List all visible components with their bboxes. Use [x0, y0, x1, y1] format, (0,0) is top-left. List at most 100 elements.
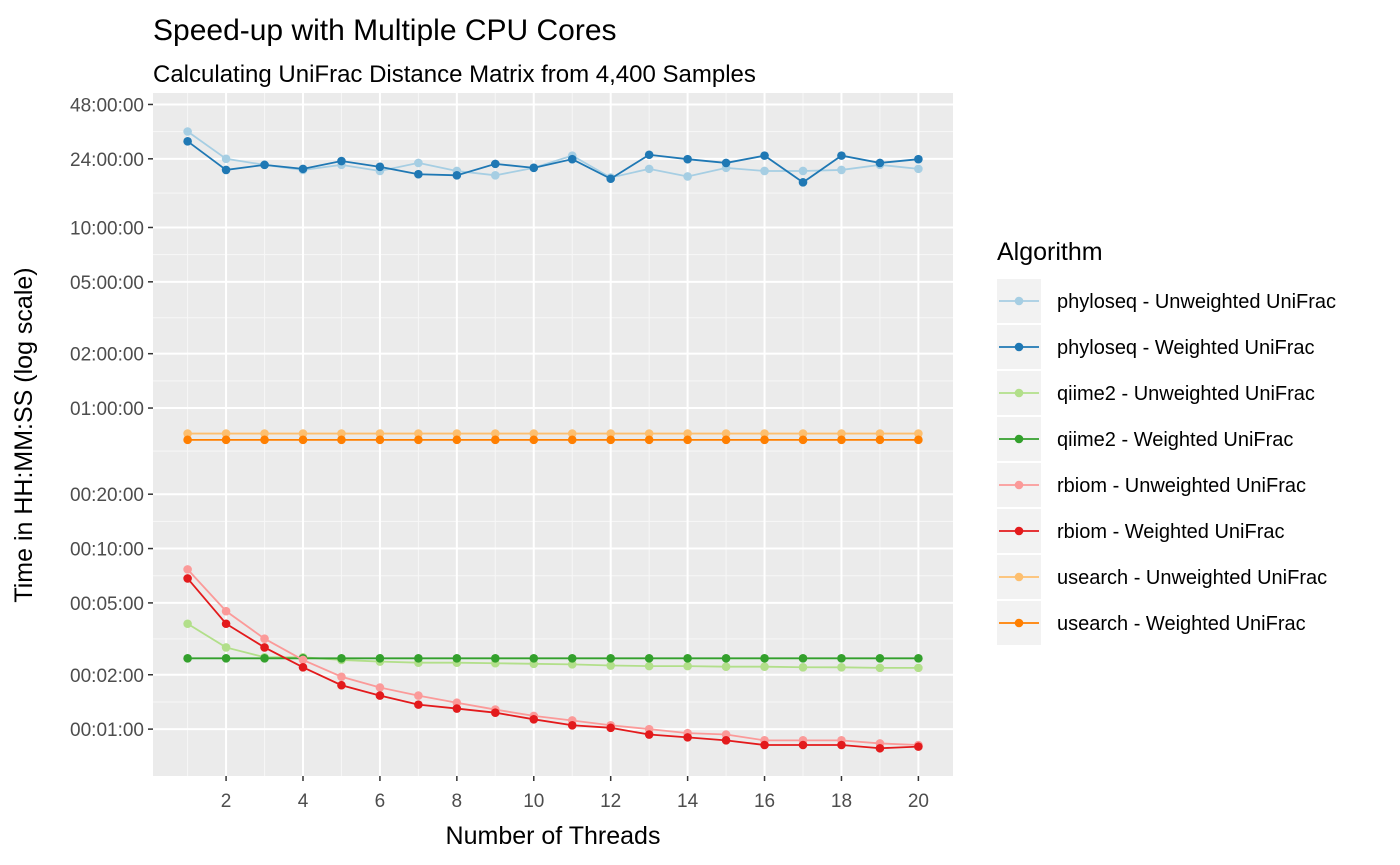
- data-point: [760, 166, 769, 176]
- data-point: [375, 429, 385, 438]
- data-point: [414, 429, 423, 438]
- y-tick-label: 01:00:00: [70, 399, 144, 420]
- data-point: [337, 654, 346, 663]
- data-point: [375, 654, 385, 663]
- data-point: [837, 654, 846, 663]
- data-point: [721, 435, 731, 445]
- data-point: [567, 429, 577, 438]
- y-axis: 00:01:00 00:02:00 00:05:00 00:10:00 00:20:00…: [70, 95, 153, 741]
- data-point: [644, 661, 654, 671]
- data-point: [606, 174, 615, 184]
- data-point: [414, 654, 423, 663]
- data-point: [875, 158, 885, 168]
- data-point: [375, 683, 385, 692]
- data-point: [914, 164, 923, 174]
- data-point: [721, 662, 731, 671]
- data-point: [183, 435, 192, 445]
- data-point: [491, 171, 500, 180]
- data-point: [567, 435, 577, 445]
- y-tick-label: 00:10:00: [70, 540, 144, 561]
- x-tick-label: 4: [298, 791, 309, 812]
- data-point: [414, 700, 423, 709]
- chart-title: Speed-up with Multiple CPU Cores: [153, 14, 617, 47]
- legend-key-point: [1014, 480, 1024, 490]
- data-point: [683, 172, 692, 181]
- series-line: [187, 130, 919, 179]
- data-point: [414, 691, 423, 700]
- data-point: [837, 151, 846, 160]
- data-point: [875, 654, 885, 663]
- data-point: [452, 704, 462, 713]
- data-point: [221, 654, 231, 663]
- x-tick-label: 10: [523, 791, 544, 812]
- legend-label: rbiom - Unweighted UniFrac: [1057, 475, 1306, 497]
- y-tick-label: 05:00:00: [70, 273, 144, 294]
- data-point: [760, 151, 769, 160]
- data-point: [914, 154, 923, 164]
- y-tick-label: 24:00:00: [70, 150, 144, 171]
- data-point: [260, 634, 269, 644]
- series-7: [183, 435, 923, 445]
- legend-label: qiime2 - Weighted UniFrac: [1057, 429, 1293, 451]
- data-point: [760, 654, 769, 663]
- data-point: [491, 654, 500, 663]
- plot-panel: [153, 93, 953, 776]
- data-point: [837, 429, 846, 438]
- data-point: [798, 429, 808, 438]
- data-point: [183, 127, 192, 136]
- chart-subtitle: Calculating UniFrac Distance Matrix from…: [153, 61, 756, 88]
- data-point: [260, 429, 269, 438]
- x-tick-label: 14: [677, 791, 699, 812]
- legend-title: Algorithm: [997, 238, 1103, 266]
- y-axis-title: Time in HH:MM:SS (log scale): [10, 267, 38, 602]
- y-tick-label: 00:01:00: [70, 720, 144, 741]
- x-tick-label: 8: [452, 791, 463, 812]
- data-point: [914, 429, 923, 438]
- data-point: [683, 429, 692, 438]
- series-line: [187, 140, 919, 184]
- data-point: [183, 565, 192, 574]
- data-point: [721, 429, 731, 438]
- data-point: [414, 158, 423, 168]
- data-point: [452, 429, 462, 438]
- data-point: [183, 137, 192, 146]
- data-point: [375, 162, 385, 172]
- series-layer: [183, 127, 923, 753]
- legend: Algorithm phyloseq - Unweighted UniFrac p…: [997, 238, 1336, 645]
- legend-label: phyloseq - Weighted UniFrac: [1057, 337, 1315, 359]
- data-point: [452, 171, 462, 180]
- data-point: [606, 723, 615, 733]
- data-point: [721, 736, 731, 745]
- legend-label: phyloseq - Unweighted UniFrac: [1057, 291, 1336, 313]
- data-point: [529, 435, 539, 445]
- y-tick-label: 10:00:00: [70, 218, 144, 239]
- series-line: [186, 568, 919, 746]
- data-point: [798, 178, 808, 187]
- data-point: [298, 655, 308, 665]
- data-point: [221, 165, 231, 175]
- data-point: [491, 159, 500, 169]
- data-point: [914, 435, 923, 445]
- data-point: [298, 662, 308, 672]
- x-tick-label: 12: [600, 791, 621, 812]
- data-point: [260, 435, 269, 445]
- x-tick-label: 20: [908, 791, 929, 812]
- x-axis: 2 4 6 8 10 12 14 16 18 20: [221, 776, 929, 812]
- data-point: [298, 429, 308, 438]
- data-point: [337, 429, 346, 438]
- y-tick-label: 00:20:00: [70, 485, 144, 506]
- x-tick-label: 18: [831, 791, 852, 812]
- data-point: [221, 643, 231, 652]
- data-point: [683, 435, 692, 445]
- data-point: [491, 429, 500, 438]
- data-point: [914, 663, 923, 673]
- data-point: [606, 661, 615, 670]
- data-point: [529, 163, 539, 173]
- data-point: [760, 740, 769, 750]
- data-point: [414, 169, 423, 179]
- data-point: [914, 742, 923, 751]
- grid-minor: [153, 93, 953, 776]
- data-point: [837, 435, 846, 445]
- data-point: [337, 435, 346, 445]
